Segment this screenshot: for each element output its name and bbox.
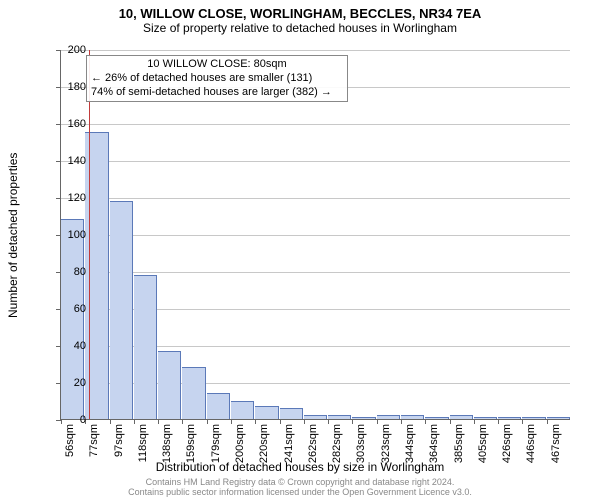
y-tick-label: 200 — [46, 44, 86, 56]
y-tick-label: 120 — [46, 192, 86, 204]
gridline — [61, 161, 570, 162]
histogram-bar — [498, 417, 521, 419]
histogram-bar — [280, 408, 303, 419]
x-tick-label: 97sqm — [113, 424, 125, 474]
subject-marker-line — [89, 50, 90, 419]
x-tick-mark — [110, 419, 111, 424]
x-tick-label: 426sqm — [501, 424, 513, 474]
histogram-bar — [182, 367, 205, 419]
y-tick-label: 140 — [46, 155, 86, 167]
x-tick-label: 138sqm — [161, 424, 173, 474]
x-tick-mark — [207, 419, 208, 424]
x-tick-label: 323sqm — [380, 424, 392, 474]
histogram-bar — [352, 417, 375, 419]
footer-attribution: Contains HM Land Registry data © Crown c… — [0, 478, 600, 498]
histogram-bar — [425, 417, 448, 419]
x-tick-mark — [450, 419, 451, 424]
page-title: 10, WILLOW CLOSE, WORLINGHAM, BECCLES, N… — [0, 6, 600, 21]
histogram-bar — [207, 393, 230, 419]
y-tick-label: 160 — [46, 118, 86, 130]
info-box: 10 WILLOW CLOSE: 80sqm ← 26% of detached… — [86, 55, 348, 102]
x-tick-label: 56sqm — [64, 424, 76, 474]
histogram-bar — [255, 406, 278, 419]
gridline — [61, 272, 570, 273]
y-tick-label: 40 — [46, 340, 86, 352]
footer-line2: Contains public sector information licen… — [0, 488, 600, 498]
x-tick-label: 159sqm — [185, 424, 197, 474]
x-tick-label: 200sqm — [234, 424, 246, 474]
x-tick-mark — [328, 419, 329, 424]
x-tick-mark — [304, 419, 305, 424]
titles: 10, WILLOW CLOSE, WORLINGHAM, BECCLES, N… — [0, 0, 600, 35]
histogram-bar — [522, 417, 545, 419]
histogram-bar — [134, 275, 157, 419]
x-tick-mark — [255, 419, 256, 424]
gridline — [61, 198, 570, 199]
x-tick-mark — [474, 419, 475, 424]
y-tick-label: 80 — [46, 266, 86, 278]
histogram-bar — [377, 415, 400, 419]
histogram-bar — [450, 415, 473, 419]
histogram-bar — [61, 219, 84, 419]
x-tick-mark — [377, 419, 378, 424]
x-tick-mark — [498, 419, 499, 424]
y-tick-label: 180 — [46, 81, 86, 93]
x-tick-label: 262sqm — [307, 424, 319, 474]
x-tick-mark — [280, 419, 281, 424]
x-tick-mark — [231, 419, 232, 424]
plot-area: 10 WILLOW CLOSE: 80sqm ← 26% of detached… — [60, 50, 570, 420]
y-tick-label: 20 — [46, 377, 86, 389]
x-tick-mark — [401, 419, 402, 424]
x-tick-label: 118sqm — [137, 424, 149, 474]
gridline — [61, 124, 570, 125]
histogram-bar — [547, 417, 570, 419]
x-tick-label: 241sqm — [283, 424, 295, 474]
y-tick-label: 60 — [46, 303, 86, 315]
x-tick-mark — [522, 419, 523, 424]
info-line-larger: 74% of semi-detached houses are larger (… — [91, 86, 343, 100]
info-line-subject: 10 WILLOW CLOSE: 80sqm — [91, 58, 343, 72]
x-tick-label: 446sqm — [525, 424, 537, 474]
x-tick-label: 220sqm — [258, 424, 270, 474]
x-tick-label: 303sqm — [355, 424, 367, 474]
x-tick-label: 282sqm — [331, 424, 343, 474]
info-line-smaller: ← 26% of detached houses are smaller (13… — [91, 72, 343, 86]
histogram-bar — [158, 351, 181, 419]
x-tick-mark — [134, 419, 135, 424]
y-axis-label: Number of detached properties — [6, 152, 20, 317]
x-tick-mark — [158, 419, 159, 424]
x-tick-label: 467sqm — [550, 424, 562, 474]
histogram-bar — [110, 201, 133, 419]
x-tick-label: 77sqm — [88, 424, 100, 474]
y-tick-label: 100 — [46, 229, 86, 241]
histogram-bar — [474, 417, 497, 419]
gridline — [61, 235, 570, 236]
x-tick-mark — [547, 419, 548, 424]
x-tick-label: 385sqm — [453, 424, 465, 474]
x-tick-label: 179sqm — [210, 424, 222, 474]
x-tick-label: 405sqm — [477, 424, 489, 474]
histogram-bar — [328, 415, 351, 419]
page-subtitle: Size of property relative to detached ho… — [0, 21, 600, 35]
x-tick-label: 364sqm — [428, 424, 440, 474]
histogram-bar — [401, 415, 424, 419]
histogram-bar — [304, 415, 327, 419]
x-tick-label: 344sqm — [404, 424, 416, 474]
x-tick-mark — [352, 419, 353, 424]
gridline — [61, 50, 570, 51]
x-tick-mark — [425, 419, 426, 424]
x-tick-mark — [182, 419, 183, 424]
histogram-bar — [231, 401, 254, 420]
